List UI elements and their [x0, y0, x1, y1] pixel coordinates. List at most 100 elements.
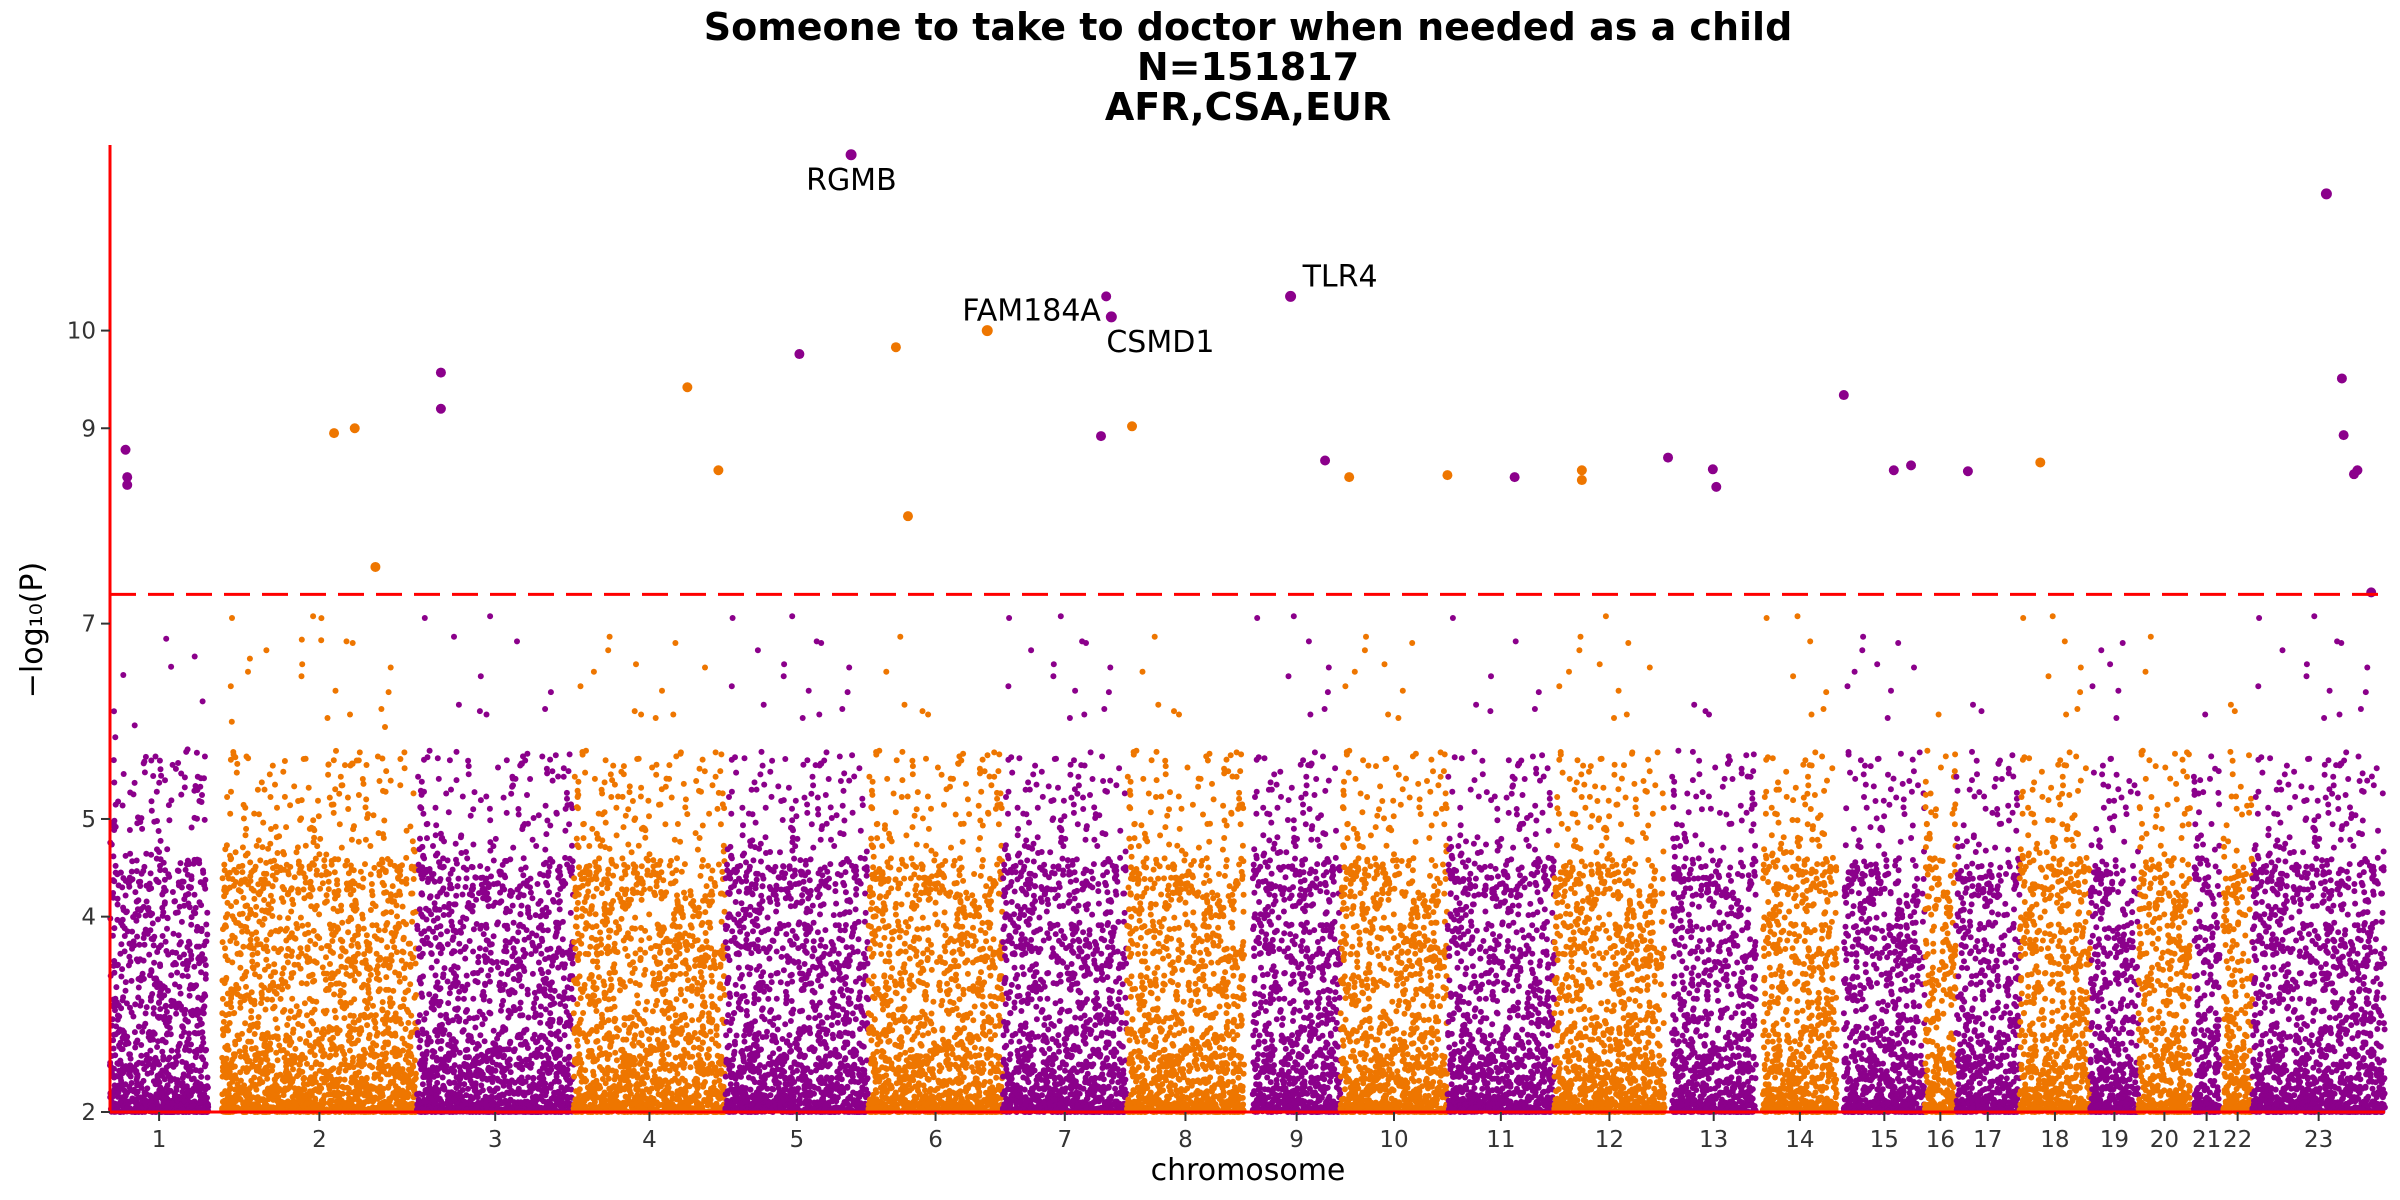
point: [280, 965, 287, 972]
point: [593, 1008, 600, 1014]
point: [201, 991, 208, 998]
point: [285, 1015, 292, 1022]
point: [487, 1087, 494, 1094]
point: [138, 1052, 145, 1059]
point: [284, 1022, 291, 1028]
point: [445, 1000, 452, 1007]
point: [520, 872, 527, 879]
point: [573, 914, 580, 921]
point: [230, 1099, 237, 1106]
point: [178, 770, 185, 777]
point: [380, 962, 387, 969]
point: [400, 1003, 407, 1010]
point: [477, 673, 484, 680]
point: [397, 782, 404, 789]
point: [562, 854, 569, 861]
point: [517, 1012, 524, 1019]
point: [237, 1084, 244, 1091]
point: [234, 760, 241, 767]
point: [366, 1032, 373, 1038]
point: [381, 1056, 388, 1063]
point: [147, 994, 154, 1001]
point: [430, 1065, 437, 1072]
point: [299, 661, 306, 668]
point: [194, 856, 201, 863]
point: [263, 647, 270, 654]
point: [119, 884, 126, 891]
point: [275, 1088, 282, 1095]
point: [160, 1053, 167, 1060]
point: [596, 1045, 603, 1052]
point: [325, 761, 332, 768]
point: [278, 1104, 285, 1110]
point: [621, 1022, 628, 1028]
point: [426, 1081, 433, 1088]
point: [150, 1062, 157, 1069]
point: [121, 933, 128, 939]
point: [479, 1011, 486, 1018]
point: [152, 753, 159, 760]
chart-title-line-1: Someone to take to doctor when needed as…: [704, 5, 1793, 49]
point: [362, 804, 369, 811]
point: [157, 1084, 164, 1091]
point: [540, 927, 547, 934]
point: [452, 983, 459, 989]
point: [535, 1085, 542, 1092]
point: [383, 889, 390, 896]
point: [376, 778, 383, 784]
point: [462, 884, 469, 890]
point: [563, 1019, 570, 1026]
point: [365, 811, 371, 818]
point: [489, 1059, 496, 1066]
point: [569, 960, 576, 967]
point: [267, 985, 274, 991]
point: [163, 1008, 170, 1015]
point: [200, 1005, 207, 1012]
point: [186, 941, 193, 947]
point: [243, 924, 250, 931]
point: [455, 701, 462, 708]
point: [299, 1022, 306, 1029]
point: [498, 970, 505, 977]
point: [298, 950, 305, 957]
point: [446, 757, 453, 764]
point: [197, 1081, 204, 1088]
point: [516, 1064, 523, 1071]
point: [297, 1036, 303, 1042]
point: [545, 981, 552, 987]
point: [428, 964, 435, 971]
point: [186, 992, 193, 999]
point: [219, 1026, 226, 1033]
point: [191, 814, 198, 821]
point: [140, 1023, 147, 1030]
point: [202, 962, 209, 969]
point: [222, 945, 228, 952]
point: [312, 1071, 319, 1078]
point: [146, 1061, 152, 1068]
point: [380, 835, 387, 841]
point: [315, 813, 322, 820]
point: [352, 1040, 358, 1047]
point: [544, 817, 551, 824]
point: [201, 956, 208, 963]
point: [495, 964, 501, 971]
point: [295, 889, 302, 896]
point: [533, 843, 540, 849]
point: [488, 873, 494, 880]
point: [482, 955, 489, 962]
point: [333, 747, 339, 754]
point: [263, 870, 270, 877]
point: [567, 1080, 573, 1086]
point: [249, 1081, 256, 1088]
point: [432, 832, 439, 839]
point: [320, 1053, 326, 1060]
point: [242, 973, 248, 980]
point: [393, 1014, 399, 1021]
point: [242, 1020, 249, 1027]
point: [355, 970, 362, 977]
point: [176, 983, 183, 990]
point: [432, 972, 439, 979]
point: [322, 1068, 329, 1075]
point: [474, 979, 481, 986]
point: [166, 1014, 173, 1021]
